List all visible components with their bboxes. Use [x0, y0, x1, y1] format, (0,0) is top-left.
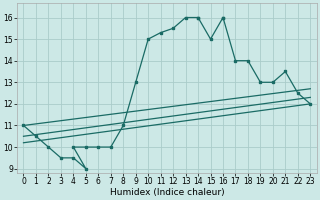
X-axis label: Humidex (Indice chaleur): Humidex (Indice chaleur): [109, 188, 224, 197]
